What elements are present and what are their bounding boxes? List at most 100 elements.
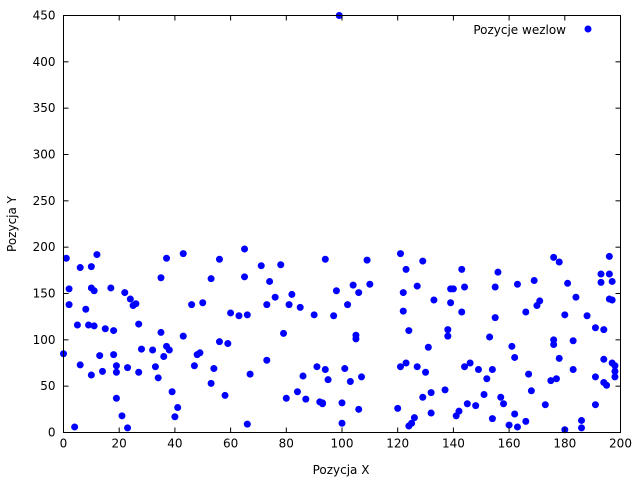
data-point (474, 365, 482, 373)
x-tick-label: 160 (498, 437, 521, 451)
data-point (396, 363, 404, 371)
y-tick-label: 150 (33, 287, 56, 301)
data-point (179, 250, 187, 258)
data-point (157, 274, 165, 282)
data-point (497, 393, 505, 401)
data-point (135, 320, 143, 328)
data-point (76, 264, 84, 272)
data-point (352, 335, 360, 343)
data-point (605, 270, 613, 278)
y-tick-label: 300 (33, 148, 56, 162)
x-axis-label: Pozycja X (313, 463, 370, 477)
data-point (427, 409, 435, 417)
data-point (101, 325, 109, 333)
data-point (608, 277, 616, 285)
data-point (447, 299, 455, 307)
data-point (413, 282, 421, 290)
data-point (422, 368, 430, 376)
data-point (179, 332, 187, 340)
data-point (112, 368, 120, 376)
y-axis-label: Pozycja Y (5, 195, 19, 252)
data-point (207, 379, 215, 387)
data-point (299, 372, 307, 380)
data-point (271, 293, 279, 301)
data-point (319, 399, 327, 407)
data-point (266, 277, 274, 285)
data-point (149, 346, 157, 354)
data-point (458, 308, 466, 316)
data-point (597, 278, 605, 286)
data-point (82, 305, 90, 313)
data-point (160, 353, 168, 361)
data-point (541, 401, 549, 409)
data-point (597, 270, 605, 278)
data-point (310, 311, 318, 319)
data-point (330, 312, 338, 320)
data-point (344, 301, 352, 309)
data-point (363, 256, 371, 264)
y-tick-label: 350 (33, 101, 56, 115)
data-point (396, 250, 404, 258)
y-tick-label: 50 (40, 379, 55, 393)
legend-marker (584, 25, 592, 33)
data-point (394, 404, 402, 412)
data-point (413, 363, 421, 371)
data-point (224, 340, 232, 348)
data-point (277, 261, 285, 269)
data-point (611, 367, 619, 375)
data-point (73, 321, 81, 329)
x-tick-label: 120 (386, 437, 409, 451)
data-point (243, 420, 251, 428)
data-point (603, 381, 611, 389)
data-point (569, 365, 577, 373)
data-point (241, 273, 249, 281)
data-point (500, 400, 508, 408)
data-point (552, 375, 560, 383)
data-point (163, 254, 171, 262)
data-point (321, 255, 329, 263)
x-tick-label: 100 (331, 437, 354, 451)
data-point (227, 309, 235, 317)
data-point (611, 373, 619, 381)
data-point (561, 311, 569, 319)
y-tick-label: 450 (33, 9, 56, 23)
data-point (455, 407, 463, 415)
data-point (488, 415, 496, 423)
data-point (399, 289, 407, 297)
y-axis-ticks: 0 50 100 150 200 250 300 350 400 450 (33, 9, 621, 440)
data-point (87, 263, 95, 271)
data-point (96, 352, 104, 360)
data-point (235, 312, 243, 320)
data-point (427, 389, 435, 397)
data-point (357, 373, 365, 381)
x-tick-label: 200 (609, 437, 632, 451)
data-point (399, 307, 407, 315)
data-point (215, 255, 223, 263)
x-tick-label: 40 (167, 437, 182, 451)
x-tick-label: 180 (553, 437, 576, 451)
y-tick-label: 200 (33, 240, 56, 254)
data-point (605, 252, 613, 260)
data-point (76, 361, 84, 369)
data-point (522, 308, 530, 316)
data-point (547, 377, 555, 385)
data-point (505, 421, 513, 429)
data-point (321, 365, 329, 373)
data-point (157, 328, 165, 336)
data-point (190, 362, 198, 370)
data-point (132, 300, 140, 308)
data-point (486, 333, 494, 341)
data-point (355, 289, 363, 297)
data-point (578, 416, 586, 424)
legend: Pozycje wezlow (473, 23, 592, 37)
data-point (530, 277, 538, 285)
data-point (93, 251, 101, 259)
data-point (472, 402, 480, 410)
data-point (85, 321, 93, 329)
data-point (263, 356, 271, 364)
data-point (513, 423, 521, 431)
data-point (555, 258, 563, 266)
data-point (302, 395, 310, 403)
data-point (174, 403, 182, 411)
